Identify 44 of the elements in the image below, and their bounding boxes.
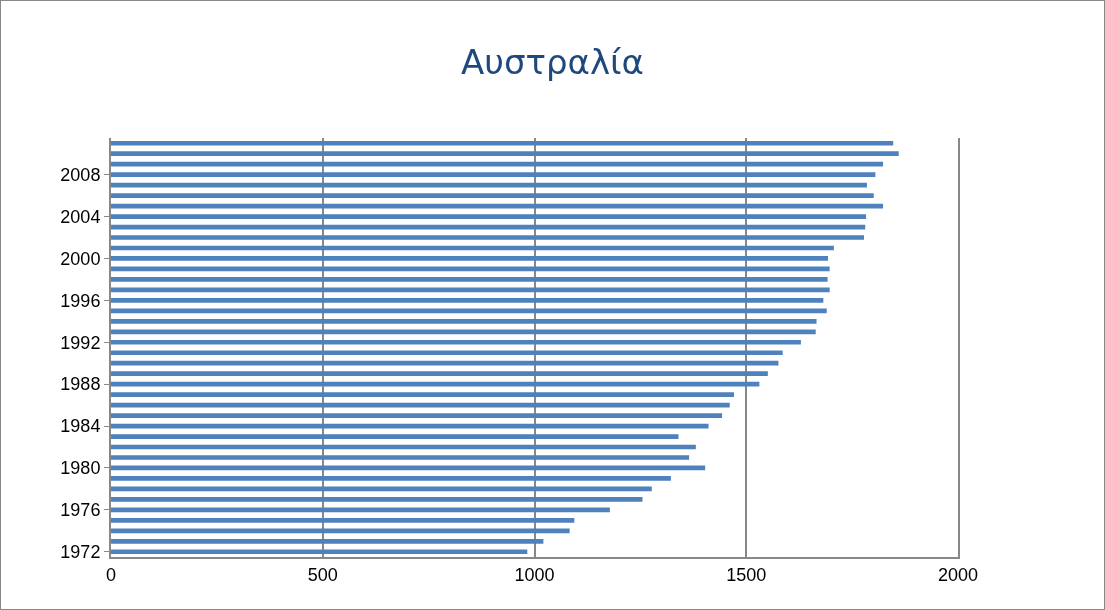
- bar: [111, 172, 876, 178]
- y-tick-label: 2000: [60, 248, 101, 269]
- y-tick-label: 1984: [60, 416, 101, 437]
- bar: [111, 434, 679, 439]
- bar: [111, 413, 723, 418]
- bar: [111, 339, 801, 345]
- x-tick-label: 0: [105, 564, 117, 585]
- x-tick-label: 500: [307, 564, 338, 585]
- bar: [111, 161, 884, 167]
- y-tick-label: 1992: [60, 332, 101, 353]
- x-tick-label: 1500: [726, 564, 767, 585]
- bar: [111, 193, 874, 198]
- bar: [111, 360, 779, 366]
- bar: [111, 214, 867, 219]
- bar: [111, 381, 760, 387]
- bar: [111, 455, 690, 460]
- bar: [111, 308, 827, 314]
- y-tick-label: 1976: [60, 500, 101, 521]
- y-tick-label: 1996: [60, 290, 101, 311]
- bar: [111, 256, 828, 261]
- bar: [111, 528, 570, 534]
- bar: [111, 392, 734, 397]
- bar: [111, 538, 544, 544]
- bar: [111, 235, 864, 240]
- bar: [111, 298, 824, 303]
- bar: [111, 277, 828, 282]
- bar: [111, 517, 575, 523]
- y-tick-label: 1988: [60, 374, 101, 395]
- bar: [111, 497, 643, 502]
- x-tick-label: 2000: [937, 564, 979, 585]
- bar: [111, 151, 899, 157]
- bar: [111, 371, 768, 377]
- y-tick-label: 2004: [60, 206, 101, 227]
- bar: [111, 318, 817, 324]
- chart-title: Αυστραλία: [461, 41, 644, 82]
- y-tick-label: 1980: [60, 458, 101, 479]
- bar: [111, 329, 816, 335]
- y-tick-label: 2008: [60, 164, 101, 185]
- bar: [111, 476, 671, 481]
- y-tick-label: 1972: [60, 542, 101, 563]
- bar: [111, 350, 783, 356]
- x-tick-label: 1000: [514, 564, 555, 585]
- bar: [111, 140, 894, 146]
- bar: [111, 549, 528, 555]
